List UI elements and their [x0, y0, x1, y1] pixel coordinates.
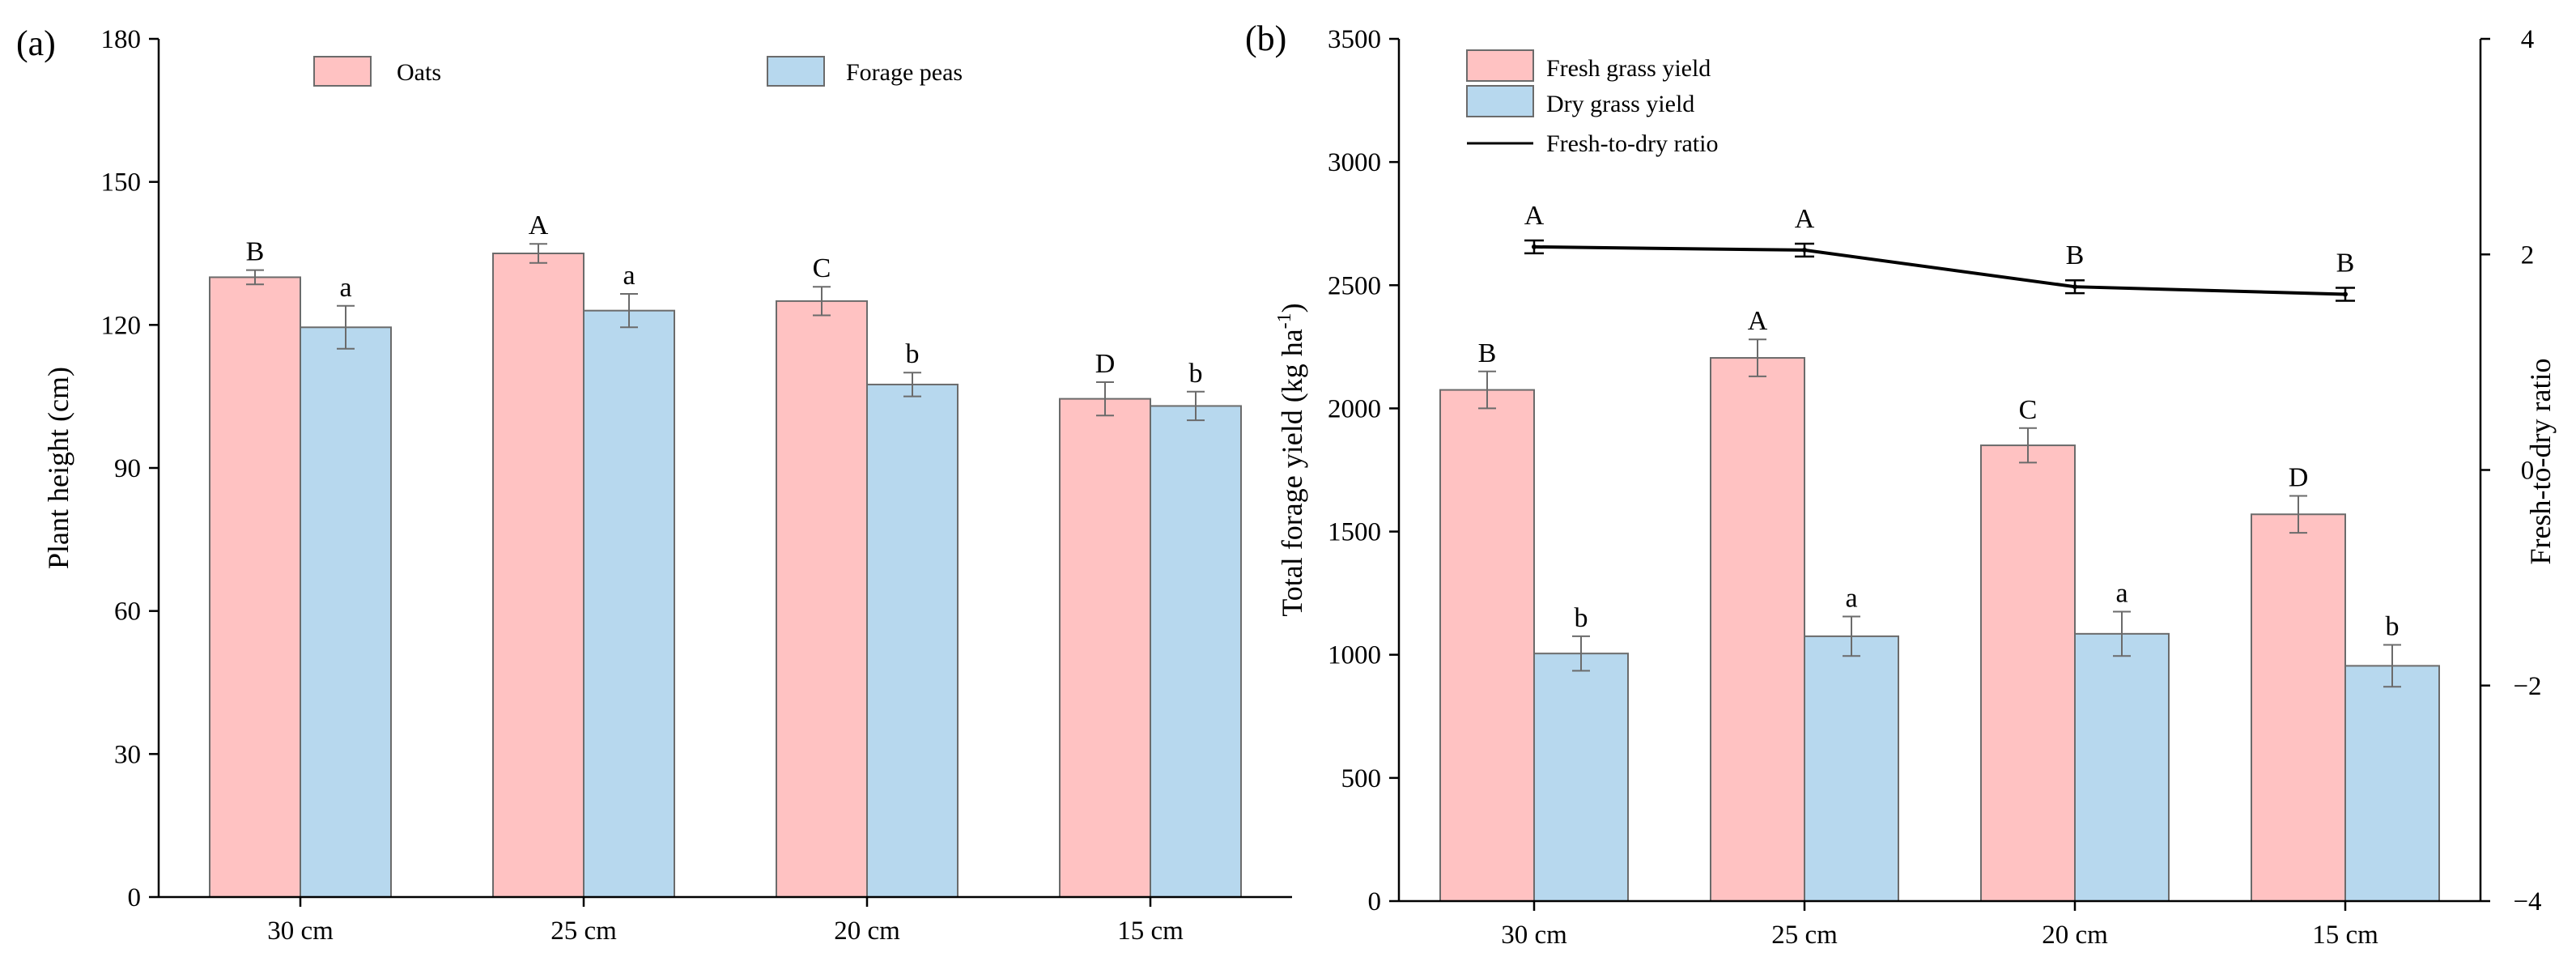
y-tick-label: 1500 [1328, 518, 1381, 547]
x-tick-label: 25 cm [550, 916, 617, 946]
significance-letter: B [246, 237, 265, 267]
x-tick-label: 25 cm [1771, 921, 1838, 950]
panel-a-y-ticks: 0 30 60 90 120 150 180 [101, 25, 159, 912]
x-tick-label: 20 cm [834, 916, 900, 946]
y-tick-label: 60 [114, 597, 141, 627]
significance-letter: b [1189, 359, 1203, 389]
panel-b-x-ticks: 30 cm 25 cm 20 cm 15 cm [1501, 901, 2378, 950]
significance-letter: C [2019, 395, 2038, 425]
x-tick-label: 30 cm [267, 916, 334, 946]
legend-label-forage-peas: Forage peas [846, 59, 963, 86]
y-tick-label: 120 [101, 311, 142, 340]
bar-oats-25-cm [492, 253, 584, 898]
y-tick-label: 1000 [1328, 641, 1381, 670]
panel-b-y2-ticks: −4 −2 0 2 4 [2480, 25, 2542, 916]
bar-oats-30-cm [209, 276, 301, 898]
ratio-significance-letter: A [1524, 201, 1545, 231]
significance-letter: D [1095, 349, 1116, 379]
bar-dry-grass-yield-15-cm [2344, 665, 2440, 903]
significance-letter: D [2289, 462, 2309, 492]
y2-tick-label: 2 [2521, 240, 2535, 270]
y-tick-label: 150 [101, 168, 142, 198]
panel-b-ratio-line: A A B B [1524, 201, 2355, 302]
y-tick-label: 3000 [1328, 148, 1381, 177]
y-tick-label: 0 [128, 883, 142, 912]
significance-letter: a [623, 261, 635, 291]
y-tick-label: 180 [101, 25, 142, 54]
ratio-point [2072, 284, 2077, 290]
bar-fresh-grass-yield-20-cm [1980, 444, 2076, 902]
significance-letter: b [906, 339, 920, 369]
panel-b-forage-yield: (b) Total forage yield (kg ha-1) Fresh-t… [1245, 19, 2557, 950]
y2-tick-label: −4 [2513, 887, 2541, 916]
legend-label-ratio: Fresh-to-dry ratio [1546, 130, 1718, 157]
bar-dry-grass-yield-25-cm [1804, 635, 1899, 903]
significance-letter: B [1478, 338, 1497, 368]
significance-letter: b [1575, 603, 1588, 633]
x-tick-label: 30 cm [1501, 921, 1567, 950]
bar-fresh-grass-yield-30-cm [1439, 389, 1535, 903]
y-tick-label: 2500 [1328, 271, 1381, 300]
significance-letter: C [813, 253, 831, 283]
y-tick-label: 90 [114, 454, 141, 483]
y2-tick-label: −2 [2513, 672, 2541, 701]
bar-oats-20-cm [776, 300, 868, 898]
significance-letter: a [339, 273, 351, 303]
y-tick-label: 500 [1341, 764, 1382, 793]
significance-letter: b [2386, 612, 2400, 642]
bar-oats-15-cm [1059, 398, 1151, 899]
significance-letter: A [1748, 306, 1768, 336]
panel-a-y-axis-title: Plant height (cm) [42, 367, 74, 569]
ratio-significance-letter: B [2336, 249, 2355, 279]
significance-letter: a [1845, 584, 1857, 614]
panel-a-x-ticks: 30 cm 25 cm 20 cm 15 cm [267, 897, 1184, 946]
panel-a-plant-height: (a) Plant height (cm) 0 30 60 90 120 150 180 B… [16, 23, 1292, 946]
panel-a-label: (a) [16, 23, 56, 63]
bar-fresh-grass-yield-15-cm [2251, 513, 2346, 902]
bar-dry-grass-yield-30-cm [1533, 653, 1629, 902]
ratio-point [1802, 247, 1807, 253]
y2-tick-label: 0 [2521, 457, 2535, 486]
ratio-significance-letter: A [1795, 204, 1815, 234]
ratio-significance-letter: B [2066, 240, 2085, 270]
bar-forage-peas-25-cm [583, 309, 675, 898]
legend-swatch-fresh-grass [1466, 49, 1534, 82]
bar-forage-peas-20-cm [866, 383, 959, 898]
ratio-line-path [1533, 245, 2346, 296]
panel-b-label: (b) [1245, 19, 1286, 58]
legend-swatch-dry-grass [1466, 85, 1534, 117]
y-tick-label: 2000 [1328, 394, 1381, 423]
legend-label-dry-grass: Dry grass yield [1546, 91, 1694, 117]
panel-b-y-ticks: 0 500 1000 1500 2000 2500 3000 3500 [1328, 25, 1399, 916]
significance-letter: a [2115, 578, 2128, 608]
legend-swatch-oats [313, 56, 372, 87]
y-tick-label: 0 [1368, 887, 1382, 916]
legend-swatch-forage-peas [767, 56, 825, 87]
significance-letter: A [529, 210, 549, 240]
y-tick-label: 30 [114, 740, 141, 769]
x-tick-label: 15 cm [2312, 921, 2378, 950]
panel-b-y2-axis-title: Fresh-to-dry ratio [2524, 359, 2557, 565]
y-tick-label: 3500 [1328, 25, 1381, 54]
y2-tick-label: 4 [2521, 25, 2535, 54]
legend-label-fresh-grass: Fresh grass yield [1546, 55, 1711, 82]
bar-forage-peas-30-cm [300, 326, 392, 898]
bar-forage-peas-15-cm [1150, 405, 1242, 898]
bar-fresh-grass-yield-25-cm [1710, 357, 1805, 902]
x-tick-label: 20 cm [2042, 921, 2108, 950]
ratio-point [2343, 291, 2348, 297]
ratio-point [1532, 244, 1537, 249]
panel-b-bars: Bb Aa Ca Db [1439, 306, 2440, 903]
panel-b-y-axis-title: Total forage yield (kg ha-1) [1274, 303, 1308, 616]
bar-dry-grass-yield-20-cm [2074, 632, 2170, 902]
x-tick-label: 15 cm [1117, 916, 1184, 946]
legend-label-oats: Oats [397, 59, 441, 86]
